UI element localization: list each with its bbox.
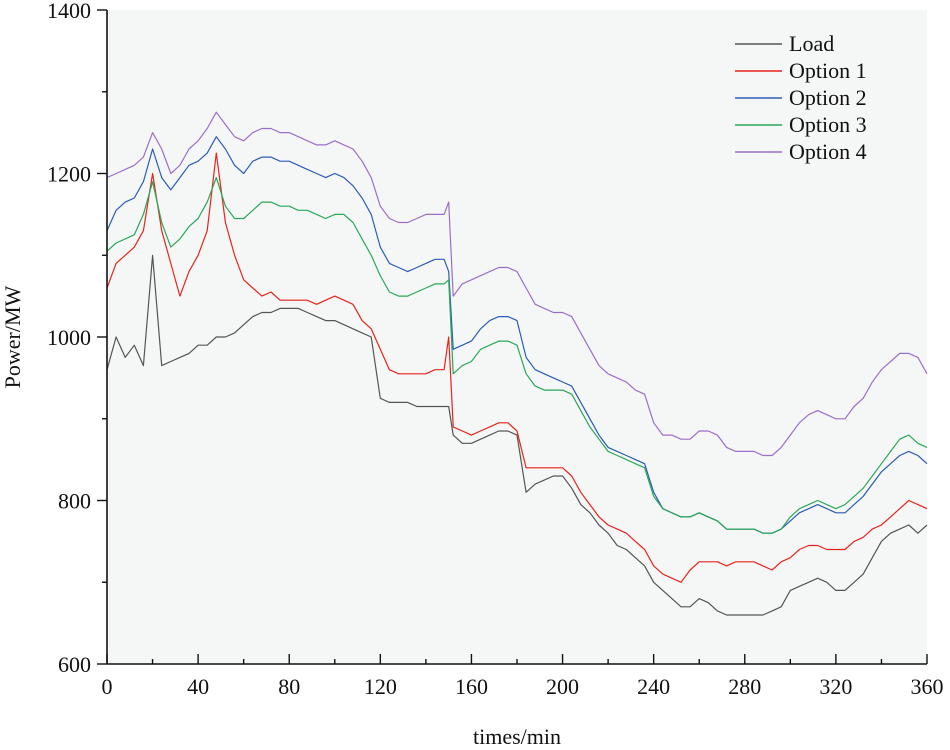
x-tick-label: 160 xyxy=(455,674,488,699)
legend-label-option-2: Option 2 xyxy=(789,85,867,110)
x-tick-label: 0 xyxy=(102,674,113,699)
x-tick-label: 120 xyxy=(364,674,397,699)
legend-label-option-3: Option 3 xyxy=(789,112,867,137)
x-tick-label: 240 xyxy=(637,674,670,699)
y-axis-title: Power/MW xyxy=(0,285,25,388)
legend-label-option-1: Option 1 xyxy=(789,58,867,83)
x-tick-label: 40 xyxy=(187,674,209,699)
y-tick-label: 1000 xyxy=(47,325,91,350)
series-line-option-2 xyxy=(106,136,928,534)
x-tick-label: 200 xyxy=(546,674,579,699)
plot-background xyxy=(107,10,927,664)
x-axis-title: times/min xyxy=(473,724,561,749)
y-tick-label: 800 xyxy=(58,489,91,514)
x-tick-label: 80 xyxy=(278,674,300,699)
series-line-option-3 xyxy=(106,177,928,534)
ticks-layer: 0 40 80 120 160 200 240 280 320 360 600 800 1000 1200… xyxy=(47,0,944,699)
y-tick-label: 1400 xyxy=(47,0,91,23)
y-tick-label: 1200 xyxy=(47,162,91,187)
y-tick-label: 600 xyxy=(58,652,91,677)
series-layer xyxy=(106,111,928,616)
series-line-option-4 xyxy=(106,111,928,457)
x-tick-label: 320 xyxy=(819,674,852,699)
legend-label-load: Load xyxy=(789,31,834,56)
series-line-load xyxy=(106,254,928,616)
x-tick-label: 360 xyxy=(911,674,944,699)
legend-label-option-4: Option 4 xyxy=(789,139,867,164)
x-tick-label: 280 xyxy=(728,674,761,699)
series-line-option-1 xyxy=(106,152,928,583)
